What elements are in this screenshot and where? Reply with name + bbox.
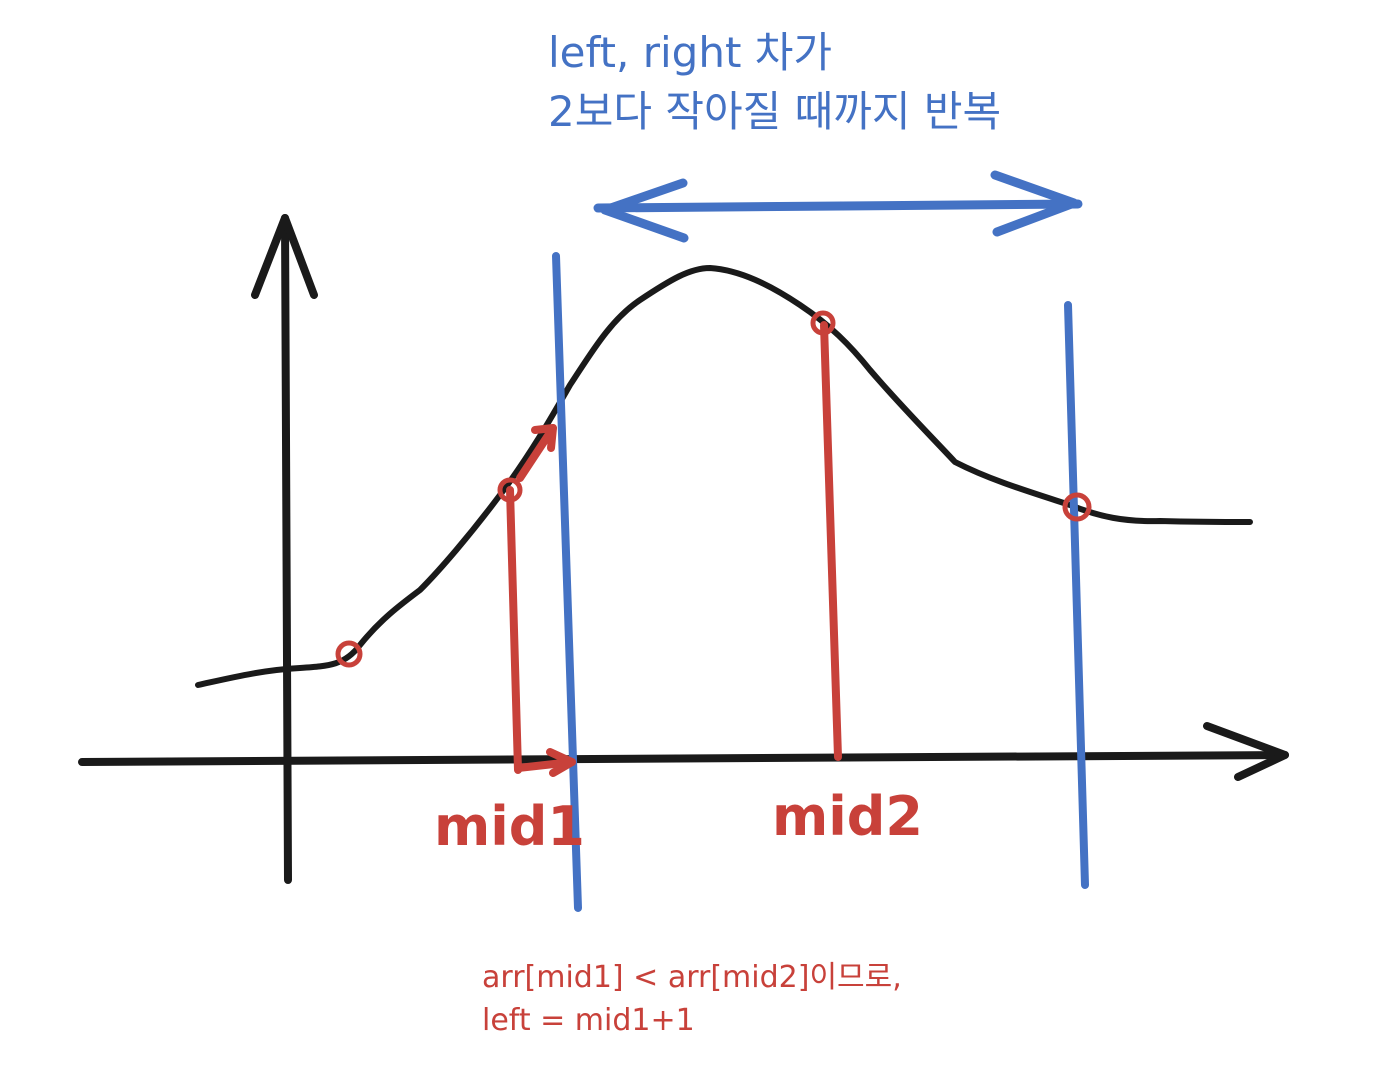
note-line-1: arr[mid1] < arr[mid2]이므로, xyxy=(482,960,902,995)
right-curve-point xyxy=(1062,492,1092,522)
mid2-label: mid2 xyxy=(772,785,923,848)
range-double-arrow xyxy=(593,170,1083,243)
note-line-2: left = mid1+1 xyxy=(482,1003,695,1038)
mid2-point xyxy=(810,310,836,336)
function-curve xyxy=(195,265,1253,688)
y-axis xyxy=(251,214,318,884)
mid1-point xyxy=(497,477,523,503)
annotation-line-2: 2보다 작아질 때까지 반복 xyxy=(548,87,1001,136)
mid2-marker xyxy=(820,321,842,761)
right-boundary-line xyxy=(1064,301,1089,889)
mid1-marker xyxy=(506,424,576,777)
x-axis xyxy=(78,722,1289,781)
left-boundary-line xyxy=(552,252,582,912)
left-curve-point xyxy=(335,640,363,668)
mid1-label: mid1 xyxy=(434,795,585,858)
annotation-line-1: left, right 차가 xyxy=(548,28,832,77)
